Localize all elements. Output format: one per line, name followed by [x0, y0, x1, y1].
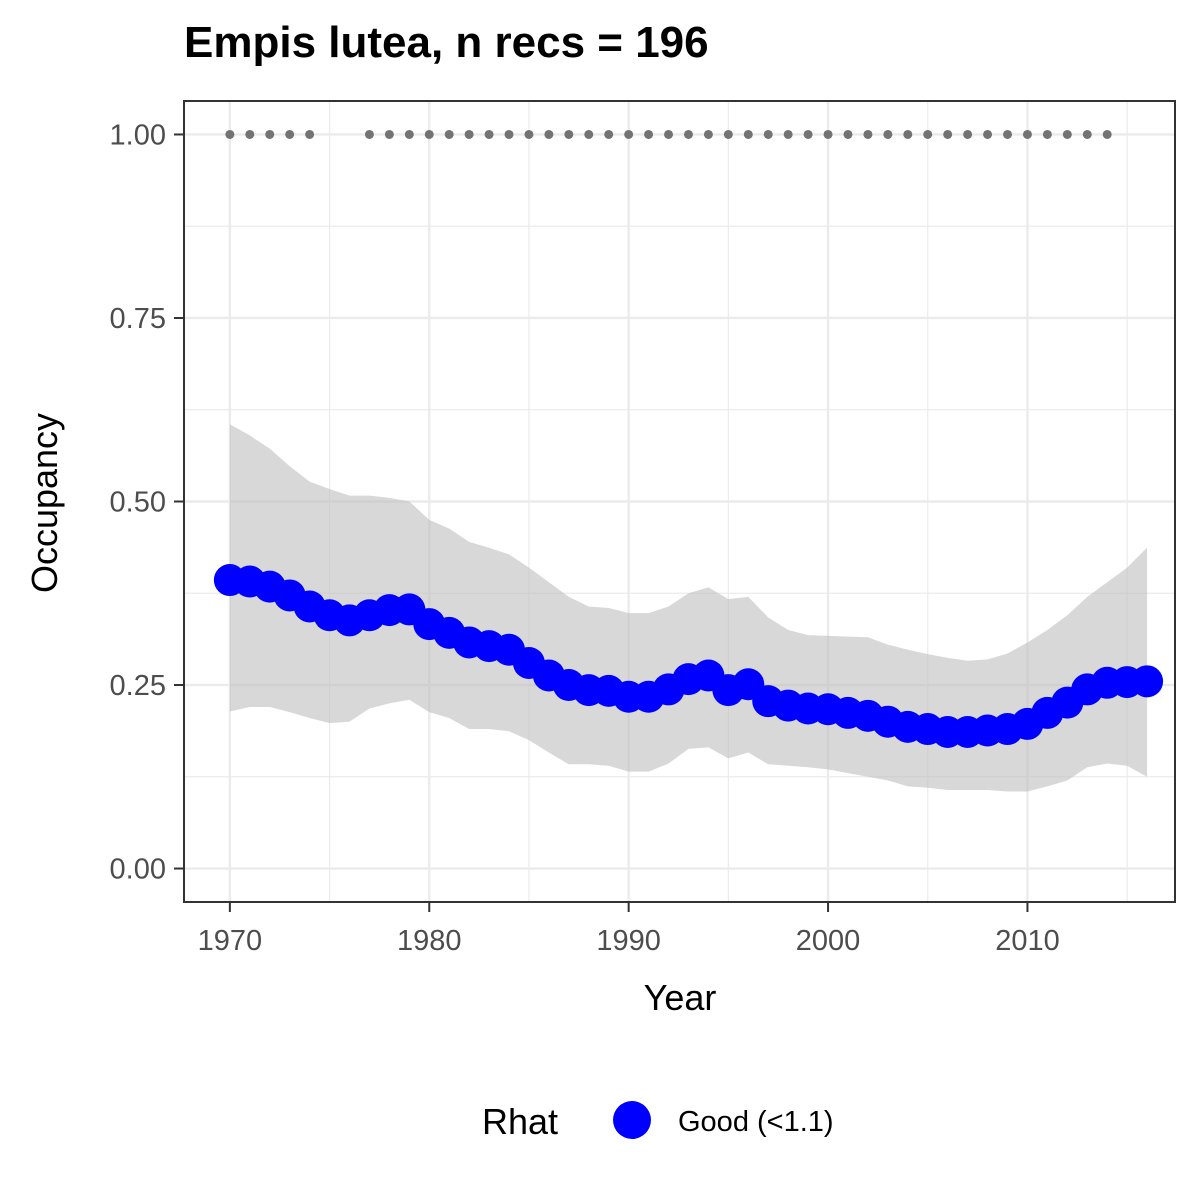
- record-point: [1003, 129, 1013, 139]
- x-tick-label: 1990: [596, 925, 661, 957]
- record-point: [763, 129, 773, 139]
- record-point: [424, 129, 434, 139]
- record-point: [664, 129, 674, 139]
- record-point: [1102, 129, 1112, 139]
- record-points: [225, 129, 1112, 139]
- axes: 0.00 0.25 0.50 0.75 1.00 1970 1980 1990 2000 2010: [110, 119, 1060, 957]
- record-point: [843, 129, 853, 139]
- x-tick-label: 1980: [397, 925, 462, 957]
- legend: Rhat Good (<1.1): [482, 1101, 834, 1142]
- record-point: [1082, 129, 1092, 139]
- record-point: [1062, 129, 1072, 139]
- chart-title: Empis lutea, n recs = 196: [184, 18, 709, 67]
- legend-title: Rhat: [482, 1101, 558, 1142]
- record-point: [983, 129, 993, 139]
- record-point: [863, 129, 873, 139]
- record-point: [803, 129, 813, 139]
- record-point: [384, 129, 394, 139]
- x-tick-label: 2010: [995, 925, 1060, 957]
- record-point: [404, 129, 414, 139]
- record-point: [245, 129, 255, 139]
- record-point: [963, 129, 973, 139]
- record-point: [644, 129, 654, 139]
- record-point: [504, 129, 514, 139]
- record-point: [723, 129, 733, 139]
- x-tick-label: 1970: [198, 925, 263, 957]
- record-point: [624, 129, 634, 139]
- x-tick-label: 2000: [796, 925, 861, 957]
- record-point: [225, 129, 235, 139]
- record-point: [883, 129, 893, 139]
- record-point: [903, 129, 913, 139]
- record-point: [943, 129, 953, 139]
- y-tick-label: 1.00: [110, 119, 166, 151]
- occupancy-series: [213, 564, 1164, 748]
- record-point: [1042, 129, 1052, 139]
- record-point: [703, 129, 713, 139]
- record-point: [564, 129, 574, 139]
- record-point: [743, 129, 753, 139]
- y-tick-label: 0.50: [110, 487, 166, 519]
- record-point: [923, 129, 933, 139]
- credible-interval-ribbon: [229, 424, 1148, 792]
- record-point: [823, 129, 833, 139]
- y-tick-label: 0.25: [110, 670, 166, 702]
- record-point: [524, 129, 534, 139]
- record-point: [544, 129, 554, 139]
- legend-key-marker: [613, 1101, 651, 1139]
- record-point: [783, 129, 793, 139]
- y-axis-title: Occupancy: [24, 413, 65, 593]
- record-point: [1022, 129, 1032, 139]
- record-point: [464, 129, 474, 139]
- record-point: [604, 129, 614, 139]
- legend-label: Good (<1.1): [678, 1106, 834, 1138]
- record-point: [683, 129, 693, 139]
- record-point: [305, 129, 315, 139]
- record-point: [265, 129, 275, 139]
- occupancy-point: [1131, 665, 1164, 698]
- y-tick-label: 0.75: [110, 303, 166, 335]
- record-point: [285, 129, 295, 139]
- record-point: [584, 129, 594, 139]
- x-axis-title: Year: [644, 977, 717, 1018]
- record-point: [484, 129, 494, 139]
- record-point: [364, 129, 374, 139]
- y-tick-label: 0.00: [110, 854, 166, 886]
- record-point: [444, 129, 454, 139]
- credible-interval-band: [229, 424, 1148, 792]
